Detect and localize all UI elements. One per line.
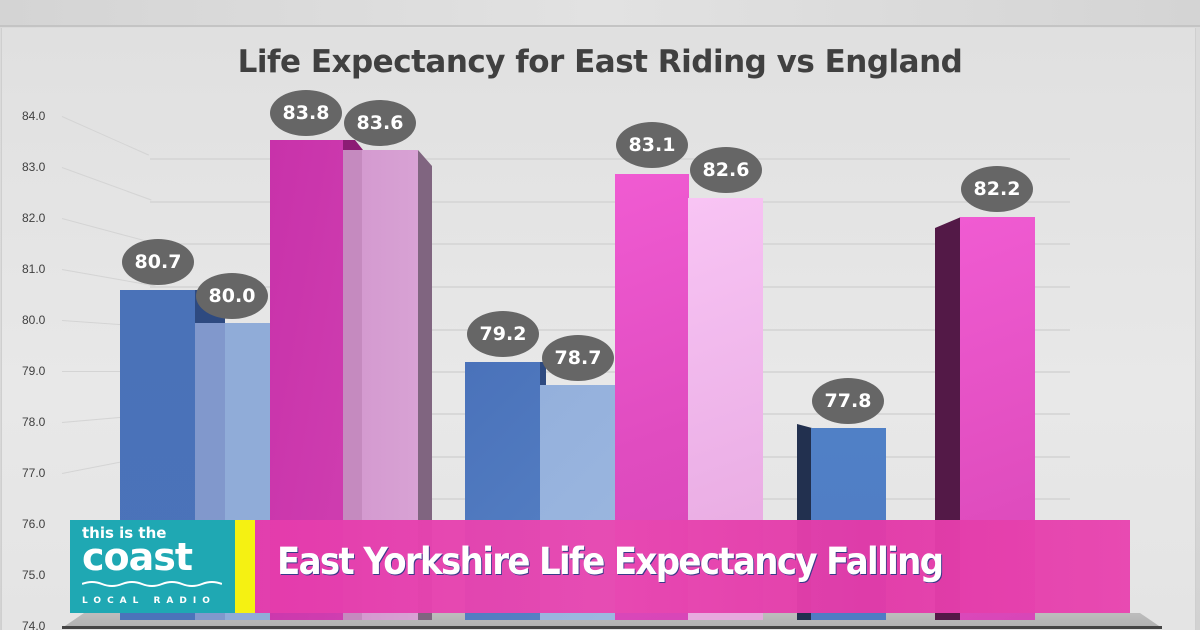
bar-side (418, 150, 432, 620)
bar-side (343, 140, 363, 150)
gridline (150, 158, 1070, 160)
data-label: 82.2 (961, 166, 1033, 212)
y-tick: 81.0 (22, 262, 46, 276)
station-logo: this is the coast LOCAL RADIO (70, 520, 235, 613)
y-tick: 78.0 (22, 415, 46, 429)
y-tick: 80.0 (22, 313, 46, 327)
y-tick: 77.0 (22, 466, 46, 480)
y-tick: 84.0 (22, 109, 46, 123)
wave-icon (81, 581, 223, 587)
y-tick: 82.0 (22, 211, 46, 225)
bar-side (540, 362, 546, 385)
gridline (150, 329, 1070, 331)
y-tick: 79.0 (22, 364, 46, 378)
accent-stripe (235, 520, 255, 613)
logo-line-3: LOCAL RADIO (82, 596, 216, 606)
data-label: 77.8 (812, 378, 884, 424)
data-label: 79.2 (467, 311, 539, 357)
headline-text: East Yorkshire Life Expectancy Falling (277, 540, 944, 583)
gridline (150, 371, 1070, 373)
logo-line-1: this is the (82, 524, 167, 542)
headline-banner (255, 520, 1130, 613)
data-label: 78.7 (542, 335, 614, 381)
y-tick: 75.0 (22, 568, 46, 582)
x-axis-baseline (62, 626, 1162, 629)
data-label: 83.8 (270, 90, 342, 136)
gridline (150, 243, 1070, 245)
data-label: 83.6 (344, 100, 416, 146)
data-label: 80.7 (122, 239, 194, 285)
logo-line-2: coast (82, 535, 193, 579)
y-tick: 74.0 (22, 619, 46, 630)
gridline (150, 201, 1070, 203)
gridline-perspective (62, 371, 157, 372)
data-label: 80.0 (196, 273, 268, 319)
chart-title: Life Expectancy for East Riding vs Engla… (237, 44, 963, 80)
y-tick: 76.0 (22, 517, 46, 531)
y-tick: 83.0 (22, 160, 46, 174)
gridline (150, 286, 1070, 288)
data-label: 82.6 (690, 147, 762, 193)
data-label: 83.1 (616, 122, 688, 168)
top-strip (0, 0, 1200, 27)
